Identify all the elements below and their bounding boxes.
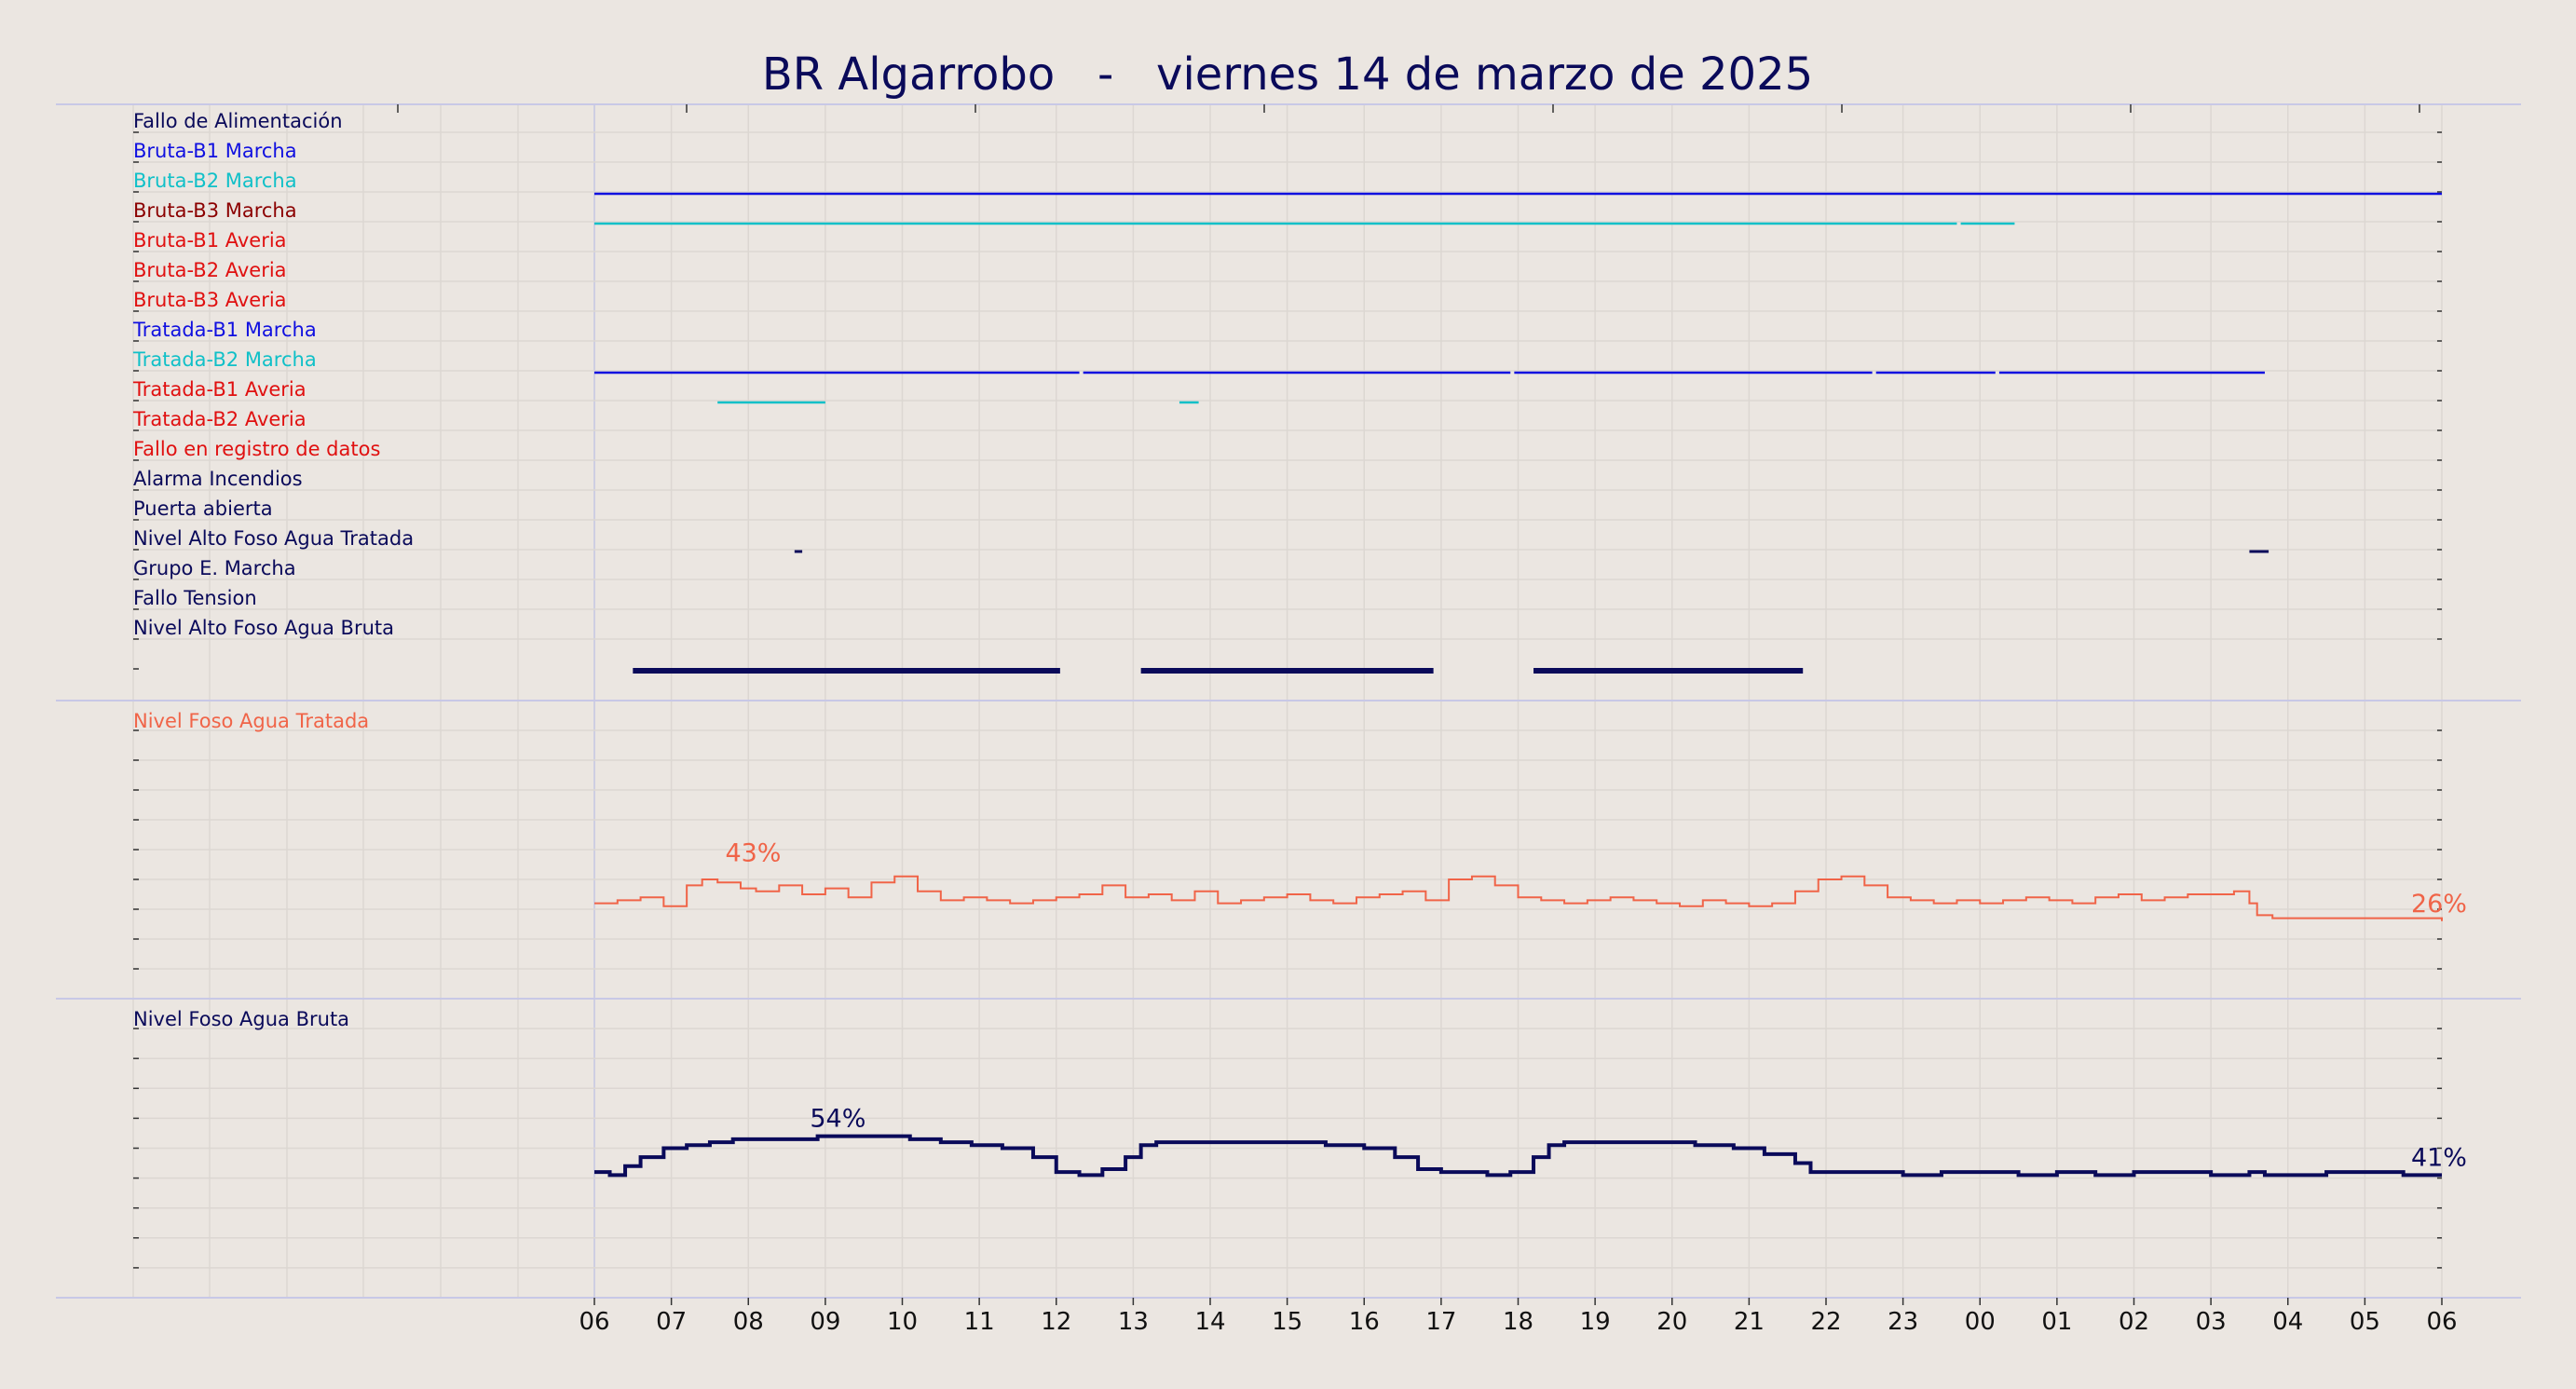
x-tick-label: 09: [810, 1308, 840, 1336]
signal-label: Bruta-B3 Marcha: [133, 199, 297, 222]
signal-label: Grupo E. Marcha: [133, 557, 296, 579]
x-tick-label: 08: [733, 1308, 764, 1336]
data-label: 26%: [2411, 890, 2467, 919]
x-tick-label: 20: [1656, 1308, 1687, 1336]
signal-label: Alarma Incendios: [133, 468, 303, 490]
signal-label: Tratada-B1 Averia: [132, 378, 307, 401]
signal-label: Nivel Alto Foso Agua Tratada: [133, 527, 414, 550]
panel-separators: [56, 103, 2521, 1299]
series-line: [594, 875, 2443, 921]
x-tick-label: 19: [1580, 1308, 1611, 1336]
x-tick-label: 10: [887, 1308, 918, 1336]
x-tick-label: 12: [1041, 1308, 1071, 1336]
panel-title: Nivel Foso Agua Bruta: [133, 1008, 349, 1030]
data-label: 41%: [2411, 1143, 2467, 1172]
signal-label: Tratada-B2 Averia: [132, 408, 307, 430]
data-label: 54%: [810, 1105, 865, 1134]
x-tick-label: 03: [2196, 1308, 2227, 1336]
x-tick-label: 22: [1810, 1308, 1841, 1336]
x-tick-label: 06: [2426, 1308, 2457, 1336]
signal-label: Bruta-B1 Marcha: [133, 140, 297, 162]
x-tick-label: 11: [964, 1308, 995, 1336]
signal-label: Fallo en registro de datos: [133, 438, 380, 460]
x-tick-label: 13: [1118, 1308, 1149, 1336]
x-tick-label: 01: [2041, 1308, 2072, 1336]
x-axis: 06 07 08 09 10 11 12 13 14 15 16 17 18 19 20 21 22 23 00 01…: [579, 1298, 2458, 1336]
data-label: 43%: [725, 838, 781, 867]
signal-label: Bruta-B2 Marcha: [133, 170, 297, 192]
x-tick-label: 02: [2119, 1308, 2149, 1336]
signal-label: Tratada-B2 Marcha: [132, 348, 317, 371]
x-tick-label: 15: [1272, 1308, 1302, 1336]
nivel-tratada-panel: Nivel Foso Agua Tratada 43% 26%: [133, 710, 2467, 921]
signal-label: Bruta-B3 Averia: [133, 289, 287, 311]
chart-title: BR Algarrobo - viernes 14 de marzo de 20…: [762, 48, 1813, 101]
timeline-panel: Fallo de Alimentación Bruta-B1 Marcha Brut…: [132, 110, 2442, 674]
signal-label: Fallo de Alimentación: [133, 110, 343, 132]
x-tick-label: 07: [656, 1308, 687, 1336]
x-tick-label: 06: [579, 1308, 609, 1336]
x-tick-label: 18: [1503, 1308, 1533, 1336]
signal-label: Fallo Tension: [133, 587, 257, 609]
signal-label: Bruta-B1 Averia: [133, 229, 287, 252]
signal-label: Puerta abierta: [133, 497, 273, 520]
x-tick-label: 14: [1194, 1308, 1225, 1336]
panel-title: Nivel Foso Agua Tratada: [133, 710, 369, 732]
signal-label: Tratada-B1 Marcha: [132, 319, 317, 341]
signal-label: Bruta-B2 Averia: [133, 259, 287, 281]
x-tick-label: 21: [1734, 1308, 1765, 1336]
signal-label: Nivel Alto Foso Agua Bruta: [133, 617, 394, 639]
x-tick-label: 16: [1349, 1308, 1380, 1336]
x-tick-label: 04: [2272, 1308, 2303, 1336]
nivel-bruta-panel: Nivel Foso Agua Bruta 54% 41%: [133, 1008, 2467, 1178]
series-line: [594, 1134, 2442, 1178]
x-tick-label: 17: [1425, 1308, 1456, 1336]
x-tick-label: 05: [2350, 1308, 2380, 1336]
x-tick-label: 23: [1888, 1308, 1918, 1336]
x-tick-label: 00: [1965, 1308, 1996, 1336]
